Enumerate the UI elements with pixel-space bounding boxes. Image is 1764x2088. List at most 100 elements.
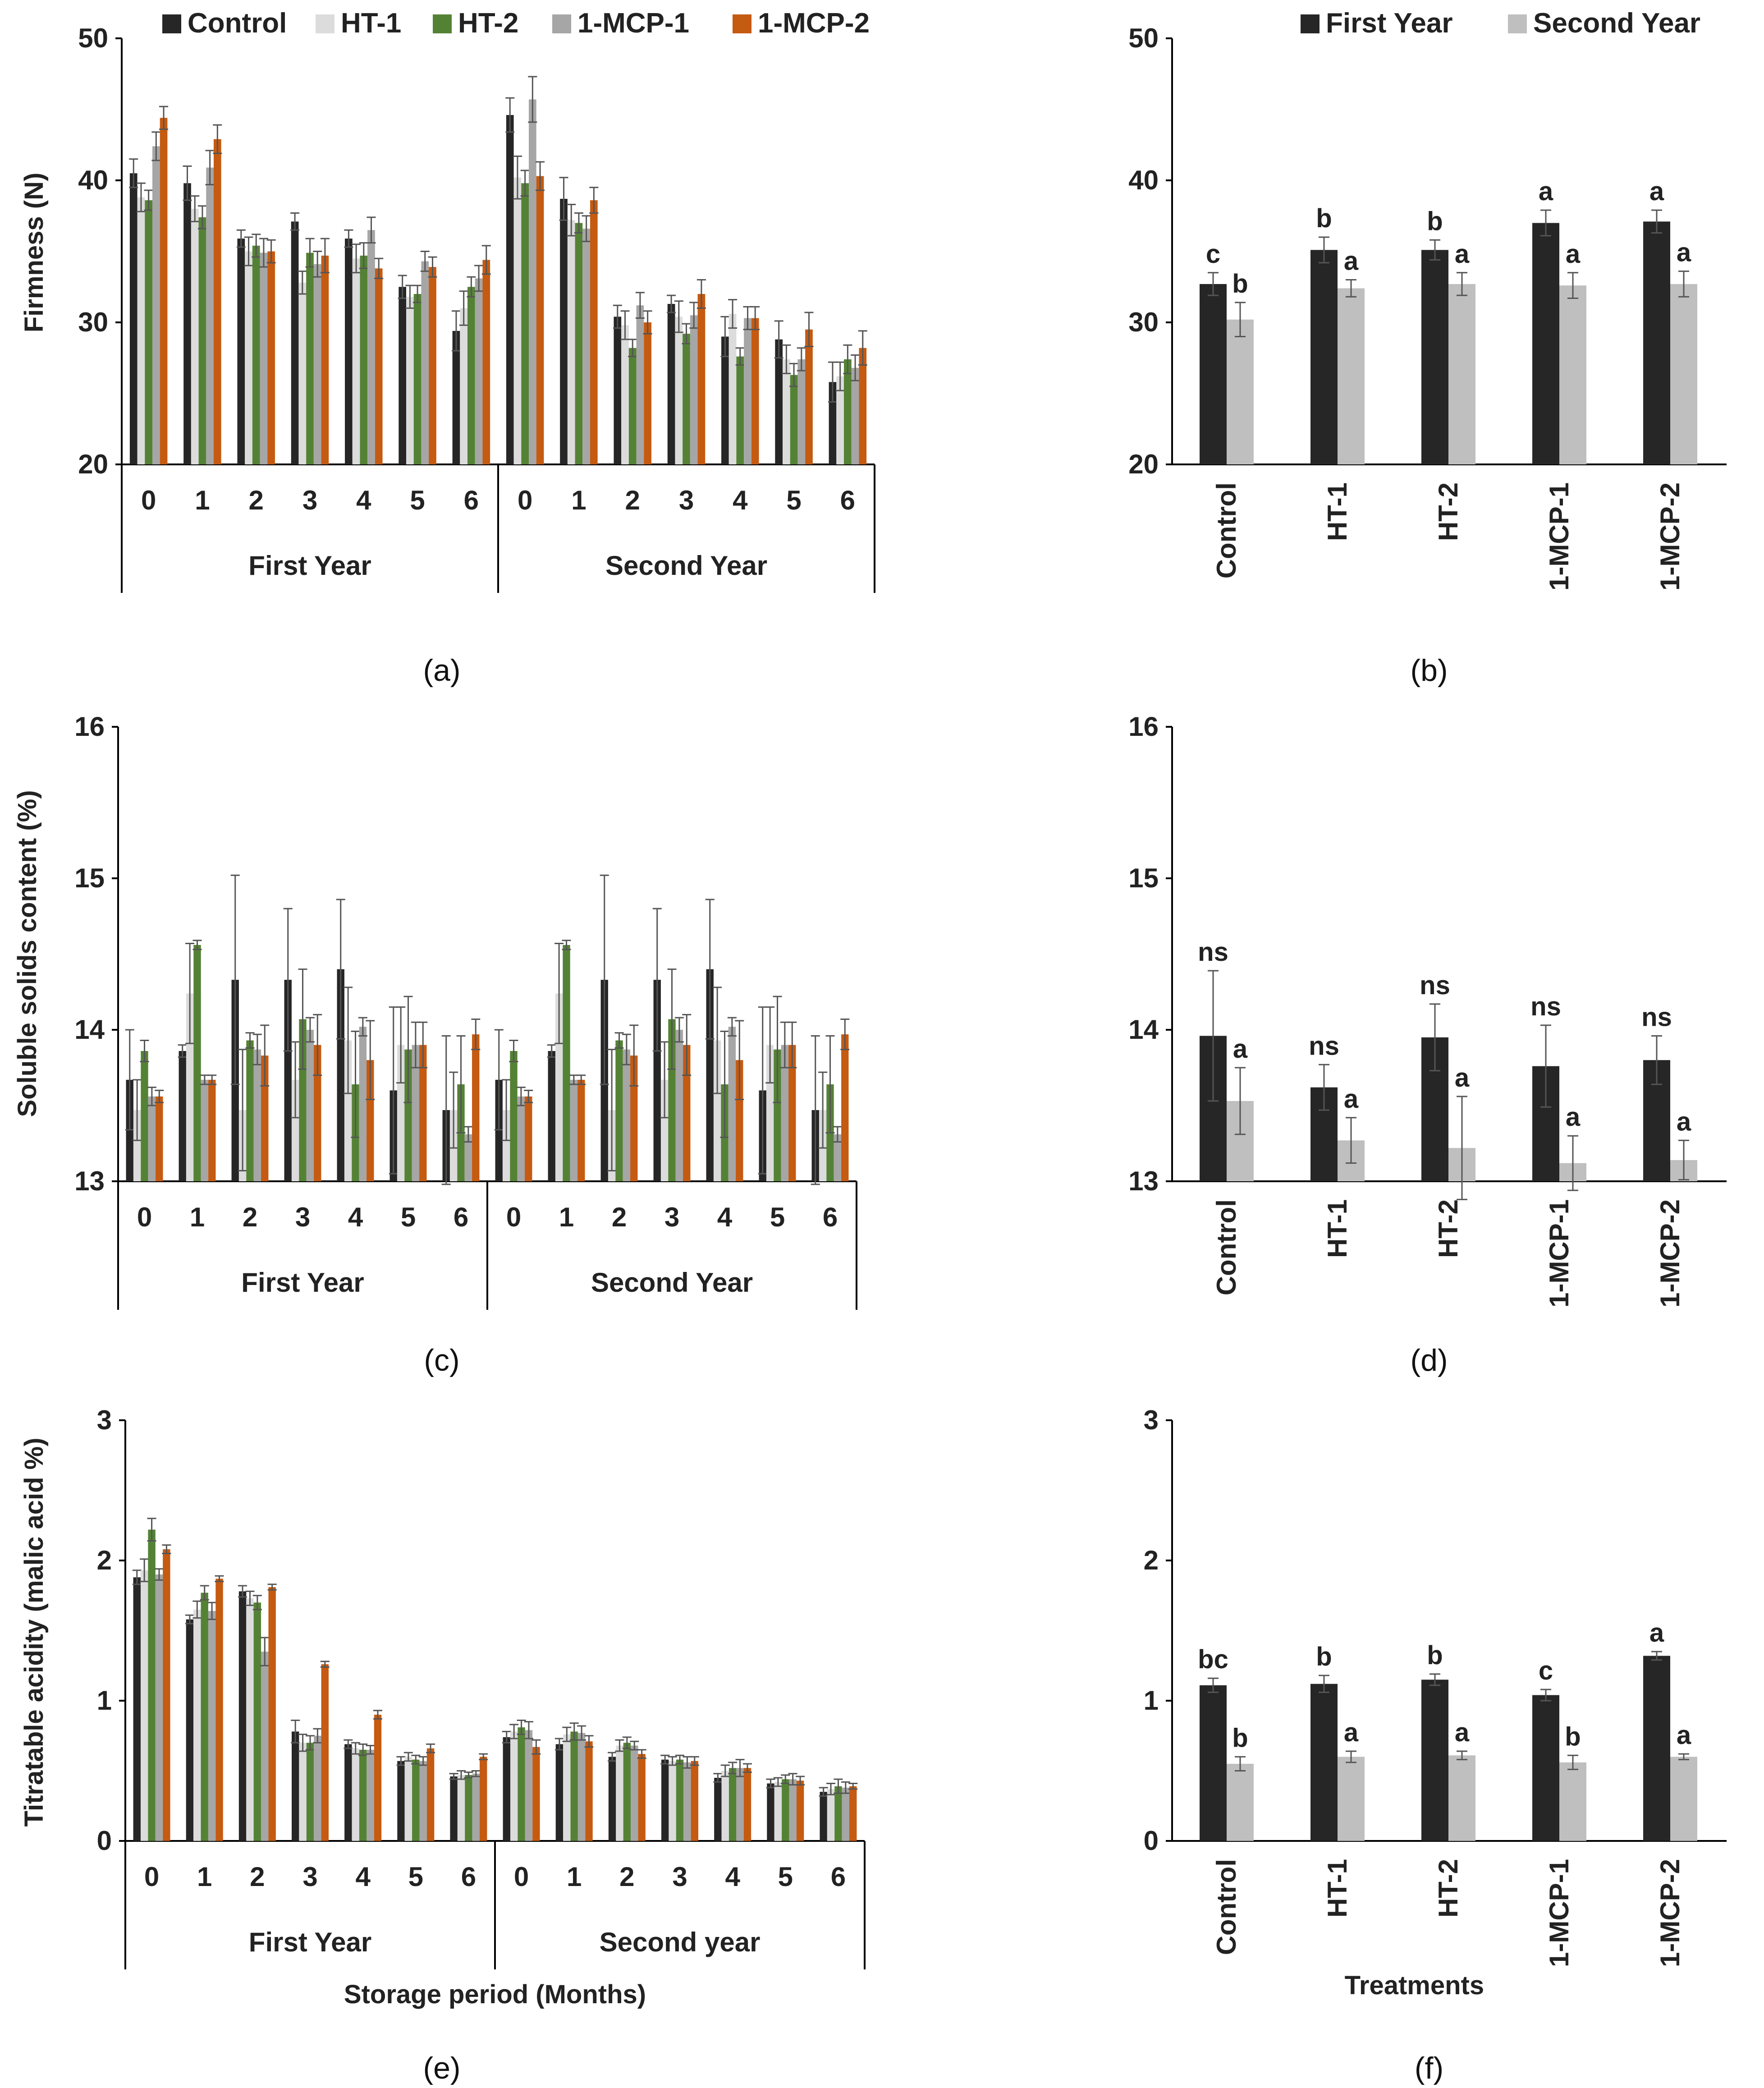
bar-1-mcp-2 [532,1747,540,1841]
group-label-first-year: First Year [249,1927,371,1957]
chart-panel-b: 20304050cbControlbaHT-1baHT-2aa1-MCP-1aa… [1128,8,1727,688]
bar-1-mcp-1 [148,1096,156,1181]
y-tick-label: 2 [1144,1545,1159,1575]
category-label: 1-MCP-2 [1655,482,1685,591]
bar-ht-2 [465,1775,472,1841]
month-tick-label: 3 [302,485,317,515]
bar-control [721,336,729,464]
month-tick-label: 6 [823,1202,838,1232]
panel-label: (b) [1410,653,1448,688]
bar-1-mcp-1 [623,1049,631,1181]
legend-label: Second Year [1533,8,1700,39]
category-label: 1-MCP-1 [1544,482,1574,591]
bar-control [506,115,514,465]
bar-ht-1 [397,1045,405,1181]
month-tick-label: 2 [619,1862,634,1892]
bar-first-year [1200,1685,1227,1841]
bar-ht-2 [782,1779,789,1841]
bar-1-mcp-1 [636,305,644,464]
month-tick-label: 0 [141,485,156,515]
bar-1-mcp-1 [475,278,483,464]
month-tick-label: 3 [664,1202,679,1232]
bar-1-mcp-2 [691,1761,698,1841]
month-tick-label: 3 [295,1202,310,1232]
bar-control [820,1792,827,1841]
bar-1-mcp-2 [480,1757,487,1841]
bar-control [186,1619,194,1841]
bar-1-mcp-2 [367,1060,374,1181]
bar-control [292,1731,299,1841]
bar-first-year [1532,1695,1559,1841]
bar-1-mcp-2 [788,1045,796,1181]
month-tick-label: 3 [679,485,694,515]
bar-1-mcp-2 [472,1034,480,1181]
bar-ht-2 [575,223,583,464]
bar-control [714,1778,722,1841]
bar-ht-2 [148,1529,156,1841]
bar-1-mcp-1 [314,1735,321,1841]
significance-label: a [1649,177,1664,206]
bar-ht-2 [521,183,529,464]
month-tick-label: 1 [197,1862,212,1892]
bar-control [495,1079,503,1181]
legend-swatch [552,14,571,33]
bar-control [450,1776,458,1841]
bar-control [129,173,137,464]
bar-ht-2 [360,255,368,464]
legend-label: HT-1 [341,8,401,39]
bar-1-mcp-1 [367,1749,374,1841]
bar-1-mcp-1 [744,318,751,464]
category-label: 1-MCP-1 [1544,1859,1574,1967]
bar-1-mcp-2 [644,322,651,464]
bar-control [133,1577,141,1841]
x-axis-title: Treatments [1345,1971,1484,2000]
month-tick-label: 1 [571,485,586,515]
bar-1-mcp-1 [152,146,160,464]
y-tick-label: 40 [1128,165,1159,195]
month-tick-label: 0 [137,1202,152,1232]
significance-label: ns [1641,1002,1672,1032]
group-label-first-year: First Year [248,551,371,581]
bar-1-mcp-1 [359,1027,367,1181]
y-tick-label: 15 [1128,863,1159,893]
month-tick-label: 6 [464,485,479,515]
month-tick-label: 2 [249,485,264,515]
category-label: HT-2 [1433,1859,1463,1918]
y-tick-label: 0 [97,1826,112,1856]
bar-ht-2 [467,287,475,464]
category-label: 1-MCP-2 [1655,1859,1685,1967]
bar-ht-2 [246,1040,254,1181]
bar-1-mcp-2 [697,294,706,464]
bar-ht-2 [729,1768,737,1841]
chart-panel-f: 0 1 2 3 bc b Control b a HT-1 b a HT-2 c b 1-MCP-1 a a 1-M… [1144,1405,1727,2085]
significance-label: b [1316,204,1332,233]
bar-ht-2 [253,1602,261,1841]
bar-ht-1 [406,297,414,464]
bar-ht-2 [563,945,570,1181]
bar-1-mcp-1 [464,1134,472,1181]
significance-label: ns [1309,1031,1339,1060]
bar-1-mcp-2 [525,1096,532,1181]
legend-swatch [1301,14,1320,33]
group-label-first-year: First Year [241,1267,364,1298]
bar-1-mcp-2 [536,176,544,464]
bar-ht-1 [675,317,683,464]
category-label: HT-2 [1433,1199,1463,1258]
bar-ht-2 [774,1049,781,1181]
bar-ht-2 [628,348,637,464]
bar-1-mcp-1 [577,1733,586,1841]
bar-1-mcp-2 [736,1060,743,1181]
bar-1-mcp-1 [736,1768,744,1841]
legend-label: HT-2 [458,8,518,39]
month-tick-label: 0 [506,1202,521,1232]
significance-label: a [1455,1718,1470,1747]
bar-1-mcp-1 [525,1730,533,1841]
month-tick-label: 4 [356,485,371,515]
bar-ht-2 [412,1759,420,1841]
bar-1-mcp-2 [577,1079,585,1181]
bar-control [706,969,714,1181]
bar-control [179,1051,186,1181]
y-tick-label: 16 [1128,711,1159,742]
bar-1-mcp-1 [201,1079,209,1181]
y-tick-label: 30 [1128,307,1159,337]
